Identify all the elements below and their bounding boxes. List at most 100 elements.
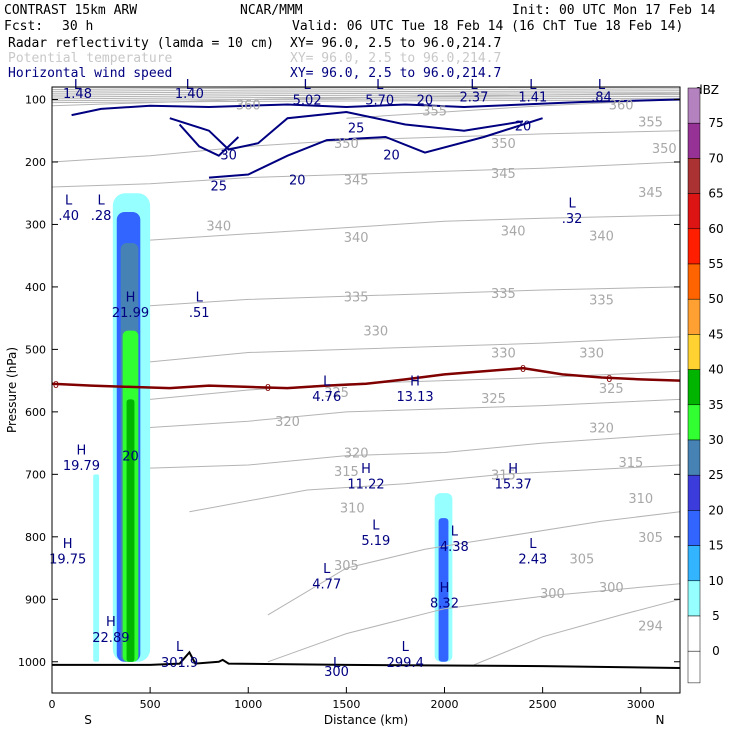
- wind-layer: [71, 98, 680, 179]
- extremum-label-42: L: [304, 78, 312, 93]
- theta-label-24: 320: [589, 421, 614, 436]
- extremum-label-10: H: [410, 375, 420, 390]
- theta-label-10: 340: [206, 220, 231, 235]
- colorbar-label-25: 25: [708, 468, 723, 482]
- extremum-label-19: 5.19: [361, 534, 390, 549]
- colorbar-label-50: 50: [708, 292, 723, 306]
- y-tick-label-200: 200: [25, 156, 46, 169]
- extremum-label-24: L: [529, 537, 537, 552]
- terrain-layer: [52, 650, 680, 669]
- extremum-label-26: L: [323, 562, 331, 577]
- extremum-label-2: L: [97, 193, 105, 208]
- theta-label-22: 325: [599, 382, 624, 397]
- extremum-label-36: L: [333, 656, 341, 671]
- field-3-name: Horizontal wind speed: [8, 66, 172, 81]
- extremum-label-12: H: [77, 443, 87, 458]
- extremum-label-11: 13.13: [396, 390, 433, 405]
- colorbar-swatch-30: [687, 404, 701, 441]
- plot-frame: [51, 86, 681, 694]
- freezing-level-label-3: 0: [606, 374, 612, 385]
- theta-label-15: 335: [491, 287, 516, 302]
- colorbar-swatch-5: [687, 580, 701, 617]
- theta-label-9: 345: [638, 186, 663, 201]
- extremum-label-20: L: [451, 525, 459, 540]
- theta-contour-310: [189, 464, 680, 513]
- theta-label-8: 345: [491, 167, 516, 182]
- x-tick-label-500: 500: [140, 698, 161, 711]
- freezing-level-label-0: 0: [53, 380, 59, 391]
- theta-contour-325: [150, 370, 680, 400]
- extremum-label-49: 1.41: [518, 90, 547, 105]
- theta-label-13: 340: [589, 230, 614, 245]
- theta-label-20: 325: [324, 386, 349, 401]
- extremum-label-41: 1.40: [175, 87, 204, 102]
- extremum-label-4: H: [126, 290, 136, 305]
- x-tick-label-2500: 2500: [529, 698, 557, 711]
- colorbar-label-75: 75: [708, 116, 723, 130]
- extremum-label-32: L: [176, 640, 184, 655]
- theta-label-34: 300: [540, 587, 565, 602]
- theta-label-16: 335: [589, 293, 614, 308]
- annotation-layer: 360 360 355 355 350 350 350 345 345 345 340 340 340 3…: [49, 78, 677, 680]
- theta-contour-340: [150, 214, 680, 241]
- fcst-label: Fcst:: [4, 19, 43, 34]
- x-tick-label-0: 0: [49, 698, 56, 711]
- theta-contour-345: [52, 161, 680, 188]
- extremum-label-0: L: [65, 193, 73, 208]
- colorbar-swatch-0: [687, 615, 701, 652]
- x-tick-label-2000: 2000: [431, 698, 459, 711]
- extremum-label-38: L: [74, 78, 82, 93]
- theta-contour-320: [150, 398, 680, 428]
- wind-label-6: 30: [220, 148, 237, 163]
- x-end-label-north: N: [656, 713, 665, 727]
- extremum-label-13: 19.79: [63, 459, 100, 474]
- extremum-label-30: H: [106, 615, 116, 630]
- colorbar-label-0: 0: [712, 644, 720, 658]
- extremum-label-14: H: [361, 462, 371, 477]
- field-1-name: Radar reflectivity (lamda = 10 cm): [8, 36, 274, 51]
- colorbar-label-20: 20: [708, 503, 723, 517]
- freezing-level-layer: 0 0 0 0: [52, 364, 680, 394]
- freezing-level-label-1: 0: [265, 383, 271, 394]
- extremum-label-46: L: [470, 78, 478, 93]
- extremum-label-39: 1.48: [63, 87, 92, 102]
- wind-label-0: 20: [417, 93, 434, 108]
- theta-label-2: 355: [422, 105, 447, 120]
- init-time: Init: 00 UTC Mon 17 Feb 14: [512, 3, 716, 18]
- colorbar-label-10: 10: [708, 574, 723, 588]
- colorbar-label-65: 65: [708, 187, 723, 201]
- field-2-name: Potential temperature: [8, 51, 173, 66]
- colorbar-label-70: 70: [708, 151, 723, 165]
- theta-label-4: 350: [334, 137, 359, 152]
- colorbar-swatch-65: [687, 158, 701, 194]
- y-tick-label-100: 100: [25, 93, 46, 106]
- theta-contour-350: [52, 130, 680, 163]
- colorbar-swatch-70: [687, 122, 701, 159]
- wind-label-7: 20: [122, 450, 139, 465]
- colorbar-label-55: 55: [708, 257, 723, 271]
- extremum-label-21: 4.38: [440, 540, 469, 555]
- theta-contour-330: [150, 336, 680, 363]
- y-tick-label-1000: 1000: [18, 656, 46, 669]
- x-tick-label-1000: 1000: [234, 698, 262, 711]
- colorbar-swatch-50: [687, 263, 701, 300]
- extremum-label-8: L: [323, 375, 331, 390]
- extremum-label-44: L: [376, 78, 384, 93]
- org-label: NCAR/MMM: [240, 3, 303, 18]
- wind-label-1: 20: [515, 120, 532, 135]
- theta-upper-contour-2: [52, 90, 680, 94]
- extremum-label-9: 4.76: [312, 390, 341, 405]
- surface-line: [52, 650, 680, 669]
- wind-label-4: 25: [348, 122, 365, 137]
- extremum-label-17: 15.37: [495, 478, 532, 493]
- colorbar-label-60: 60: [708, 222, 723, 236]
- freezing-level-label-2: 0: [520, 364, 526, 375]
- header: CONTRAST 15km ARW NCAR/MMM Init: 00 UTC …: [4, 3, 716, 81]
- colorbar-swatch-40: [687, 334, 701, 370]
- colorbar-label-30: 30: [708, 433, 723, 447]
- fcst-value: 30 h: [62, 19, 93, 34]
- theta-label-7: 345: [344, 173, 369, 188]
- y-tick-label-700: 700: [25, 468, 46, 481]
